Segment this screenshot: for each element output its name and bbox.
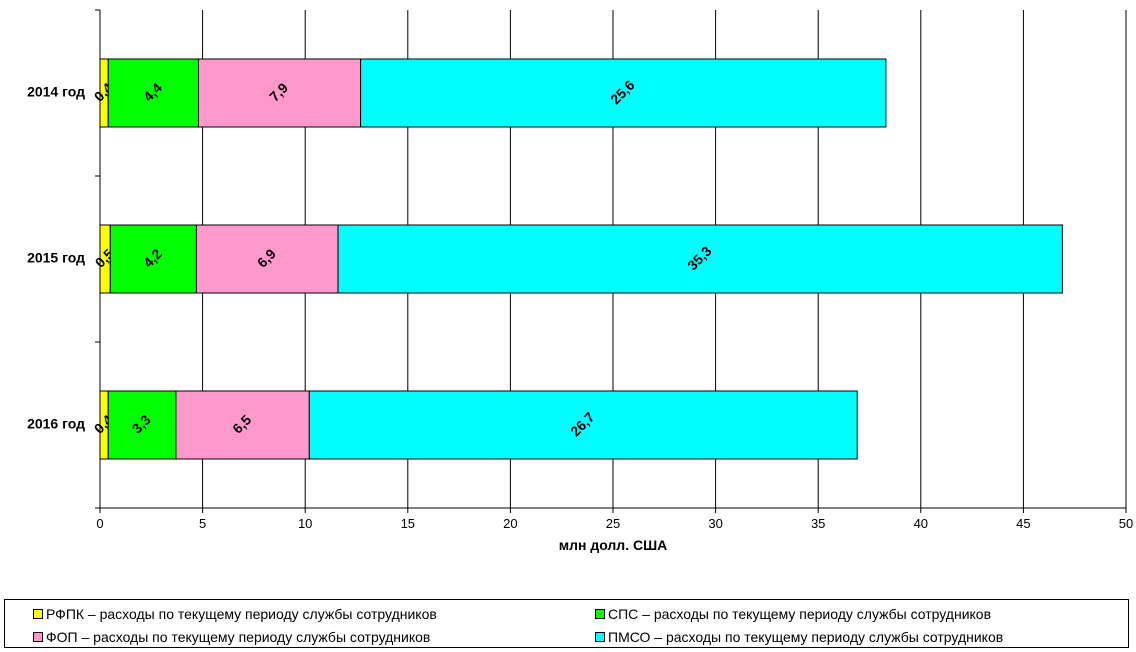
legend-item-rfpk: РФПК – расходы по текущему периоду служб… (33, 606, 437, 622)
x-tick-label: 45 (1016, 516, 1030, 531)
legend-label-rfpk: РФПК – расходы по текущему периоду служб… (46, 606, 437, 622)
bar-segment (337, 224, 1063, 294)
legend-label-sps: СПС – расходы по текущему периоду службы… (608, 606, 992, 622)
bar-segment (360, 58, 887, 128)
bar-segment (107, 390, 177, 460)
legend-item-sps: СПС – расходы по текущему периоду службы… (595, 606, 991, 622)
chart-legend: РФПК – расходы по текущему периоду служб… (4, 599, 1129, 648)
category-label: 2014 год (27, 84, 85, 100)
legend-item-fop: ФОП – расходы по текущему периоду службы… (33, 629, 430, 645)
x-tick-label: 10 (298, 516, 312, 531)
legend-swatch-rfpk (33, 609, 43, 619)
legend-label-pmso: ПМСО – расходы по текущему периоду служб… (608, 629, 1004, 645)
legend-swatch-fop (33, 632, 43, 642)
x-tick-label: 50 (1119, 516, 1133, 531)
category-label: 2016 год (27, 416, 85, 432)
x-tick-label: 30 (708, 516, 722, 531)
bar-segment (197, 58, 362, 128)
x-tick-label: 15 (401, 516, 415, 531)
bar-segment (175, 390, 310, 460)
x-tick-label: 0 (96, 516, 103, 531)
x-axis-title: млн долл. США (559, 537, 668, 553)
category-label: 2015 год (27, 250, 85, 266)
legend-swatch-sps (595, 609, 605, 619)
x-tick-label: 20 (503, 516, 517, 531)
bar-segment (109, 224, 197, 294)
bar-segment (308, 390, 858, 460)
x-tick-label: 5 (199, 516, 206, 531)
bar-segment (107, 58, 199, 128)
legend-item-pmso: ПМСО – расходы по текущему периоду служб… (595, 629, 1003, 645)
x-tick-label: 35 (811, 516, 825, 531)
x-tick-label: 40 (914, 516, 928, 531)
x-tick-label: 25 (606, 516, 620, 531)
legend-swatch-pmso (595, 632, 605, 642)
legend-label-fop: ФОП – расходы по текущему периоду службы… (46, 629, 431, 645)
